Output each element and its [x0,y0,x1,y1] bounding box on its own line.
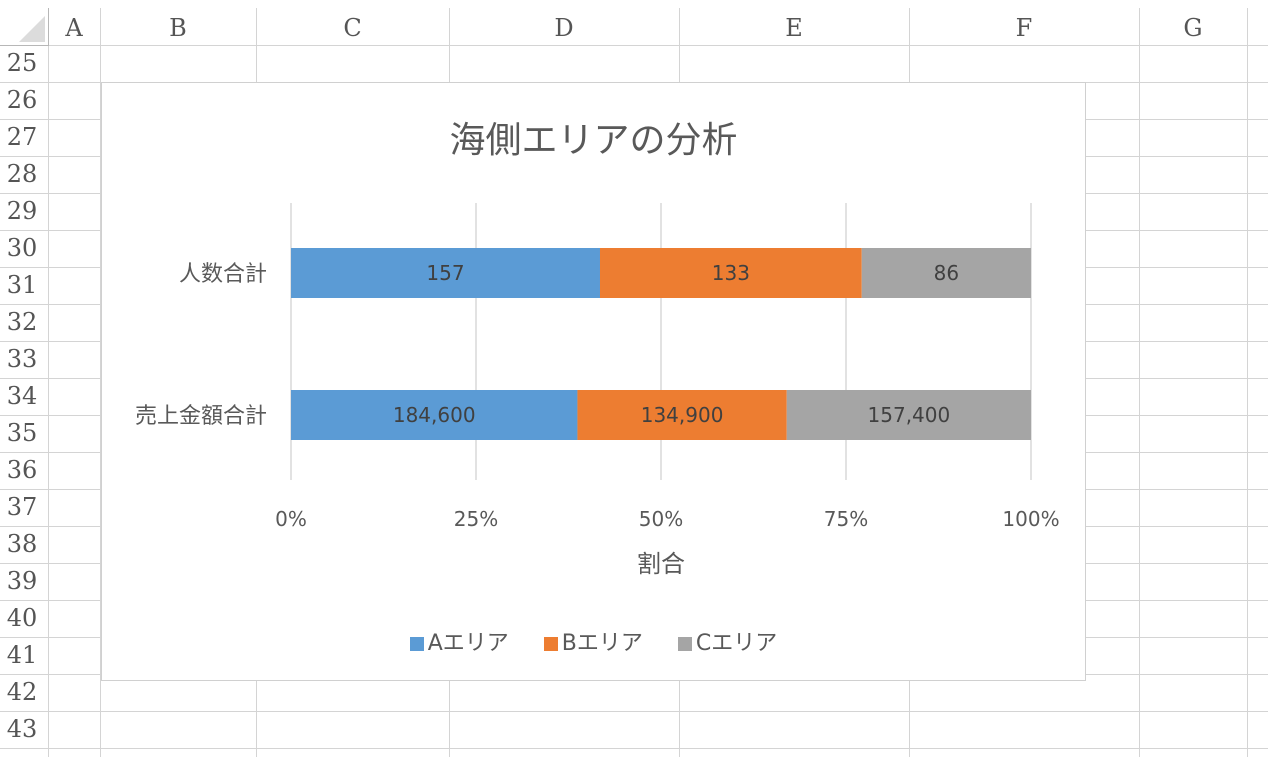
data-label: 133 [712,261,750,285]
column-header-c[interactable]: C [343,14,362,42]
bar-segment[interactable] [291,390,578,440]
grid-line-horizontal [0,748,1268,749]
x-tick-label: 100% [1002,507,1059,531]
x-tick-label: 25% [454,507,498,531]
legend-item-c[interactable]: Cエリア [677,625,778,657]
row-header-31[interactable]: 31 [6,271,38,299]
row-header-26[interactable]: 26 [6,86,38,114]
legend-item-b[interactable]: Bエリア [543,625,643,657]
row-header-34[interactable]: 34 [6,382,38,410]
chart-plot: 0% 25% 50% 75% 100% 157 133 86 人数合計 184,600 134,90… [135,203,1060,578]
row-header-39[interactable]: 39 [6,567,38,595]
category-label: 売上金額合計 [135,404,267,429]
bar-segment[interactable] [599,248,862,298]
data-label: 134,900 [641,403,724,427]
legend-swatch-a [409,637,424,651]
select-all-triangle-icon [19,16,45,42]
bar-segment[interactable] [861,248,1031,298]
column-header-f[interactable]: F [1015,14,1033,42]
row-header-41[interactable]: 41 [6,641,38,669]
grid-line-horizontal [0,45,1268,46]
column-header-e[interactable]: E [785,14,803,42]
bar-segment[interactable] [577,390,787,440]
legend-label-b: Bエリア [561,631,643,656]
data-label: 157,400 [868,403,951,427]
select-all-corner[interactable] [0,8,49,46]
x-tick-label: 50% [639,507,683,531]
column-header-g[interactable]: G [1183,14,1203,42]
row-header-25[interactable]: 25 [6,49,38,77]
row-header-40[interactable]: 40 [6,604,38,632]
grid-line-vertical [1247,8,1248,757]
row-header-42[interactable]: 42 [6,678,38,706]
row-header-35[interactable]: 35 [6,419,38,447]
x-tick-label: 75% [824,507,868,531]
x-axis-title[interactable]: 割合 [637,550,685,578]
column-header-b[interactable]: B [169,14,187,42]
bar-segment[interactable] [786,390,1031,440]
x-tick-label: 0% [275,507,307,531]
legend-label-a: Aエリア [427,631,509,656]
grid-line-vertical [1139,8,1140,757]
column-header-d[interactable]: D [554,14,574,42]
column-header-a[interactable]: A [65,14,83,42]
row-header-36[interactable]: 36 [6,456,38,484]
data-label: 157 [426,261,464,285]
row-header-43[interactable]: 43 [6,715,38,743]
row-header-33[interactable]: 33 [6,345,38,373]
legend-swatch-c [677,637,692,651]
row-header-30[interactable]: 30 [6,234,38,262]
row-header-32[interactable]: 32 [6,308,38,336]
data-label: 86 [934,261,959,285]
legend-swatch-b [543,637,558,651]
legend-label-c: Cエリア [695,631,778,656]
chart-title[interactable]: 海側エリアの分析 [449,120,738,161]
row-header-38[interactable]: 38 [6,530,38,558]
data-label: 184,600 [393,403,476,427]
row-header-27[interactable]: 27 [6,123,38,151]
column-header [0,8,1268,46]
row-header-37[interactable]: 37 [6,493,38,521]
bar-segment[interactable] [291,248,600,298]
grid-line-vertical [48,8,49,757]
row-header-29[interactable]: 29 [6,197,38,225]
legend-item-a[interactable]: Aエリア [409,625,509,657]
grid-line-horizontal [0,711,1268,712]
grid-line-vertical [100,8,101,757]
chart-area[interactable]: 海側エリアの分析 0% 25% 50% 75% 100% 157 133 86 人数合計 184,… [101,82,1086,681]
legend[interactable]: Aエリア Bエリア Cエリア [102,625,1085,657]
category-label: 人数合計 [179,262,267,287]
row-header-28[interactable]: 28 [6,160,38,188]
